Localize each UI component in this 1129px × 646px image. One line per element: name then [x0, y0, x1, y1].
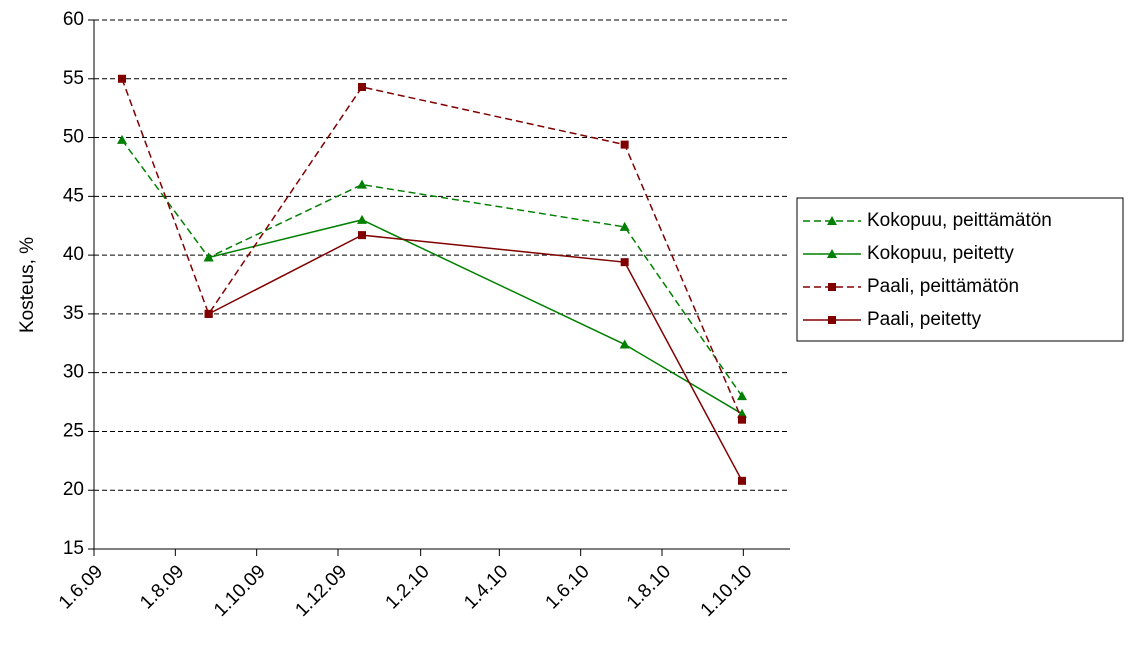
- legend-box: [796, 197, 1124, 342]
- data-point: [737, 408, 747, 418]
- x-tick-label: 1.10.10: [697, 561, 757, 621]
- data-point: [620, 140, 629, 149]
- series-line: [208, 234, 743, 482]
- data-point: [620, 258, 629, 267]
- y-tick-label: 40: [63, 244, 84, 265]
- legend-label: Paali, peittämätön: [867, 276, 1019, 297]
- data-point: [737, 391, 747, 401]
- x-tick-label: 1.8.09: [136, 561, 188, 613]
- series-line: [208, 219, 743, 415]
- x-tick-label: 1.8.10: [623, 561, 675, 613]
- legend-marker: [827, 249, 837, 258]
- y-tick-label: 30: [63, 362, 84, 383]
- series-line: [121, 78, 743, 420]
- x-tick-label: 1.2.10: [382, 561, 434, 613]
- data-point: [357, 179, 367, 189]
- y-axis-label: Kosteus, %: [17, 237, 38, 333]
- data-point: [358, 231, 366, 240]
- data-point: [118, 74, 126, 83]
- legend-label: Paali, peitetty: [867, 309, 982, 330]
- data-point: [619, 221, 630, 231]
- legend-label: Kokopuu, peittämätön: [867, 210, 1052, 231]
- y-tick-label: 50: [63, 127, 84, 148]
- data-point: [357, 214, 367, 224]
- legend-marker: [827, 216, 837, 225]
- y-tick-label: 55: [63, 68, 84, 89]
- y-tick-label: 60: [63, 9, 84, 30]
- y-tick-label: 35: [63, 303, 84, 324]
- legend-label: Kokopuu, peitetty: [867, 243, 1014, 264]
- data-point: [117, 134, 127, 144]
- x-tick-label: 1.12.09: [291, 561, 351, 621]
- data-point: [619, 339, 630, 349]
- data-point: [358, 83, 366, 92]
- x-tick-label: 1.6.10: [542, 561, 594, 613]
- data-point: [738, 476, 746, 485]
- x-tick-label: 1.6.09: [55, 561, 107, 613]
- y-tick-label: 25: [63, 420, 84, 441]
- legend-marker: [828, 316, 836, 324]
- y-tick-label: 20: [63, 479, 84, 500]
- y-tick-label: 45: [63, 185, 84, 206]
- y-tick-label: 15: [63, 538, 84, 559]
- data-point: [203, 252, 214, 262]
- data-point: [738, 415, 746, 424]
- legend-marker: [828, 283, 836, 291]
- series-line: [121, 139, 743, 397]
- x-tick-label: 1.4.10: [460, 561, 512, 613]
- data-point: [204, 309, 213, 318]
- x-tick-label: 1.10.09: [210, 561, 270, 621]
